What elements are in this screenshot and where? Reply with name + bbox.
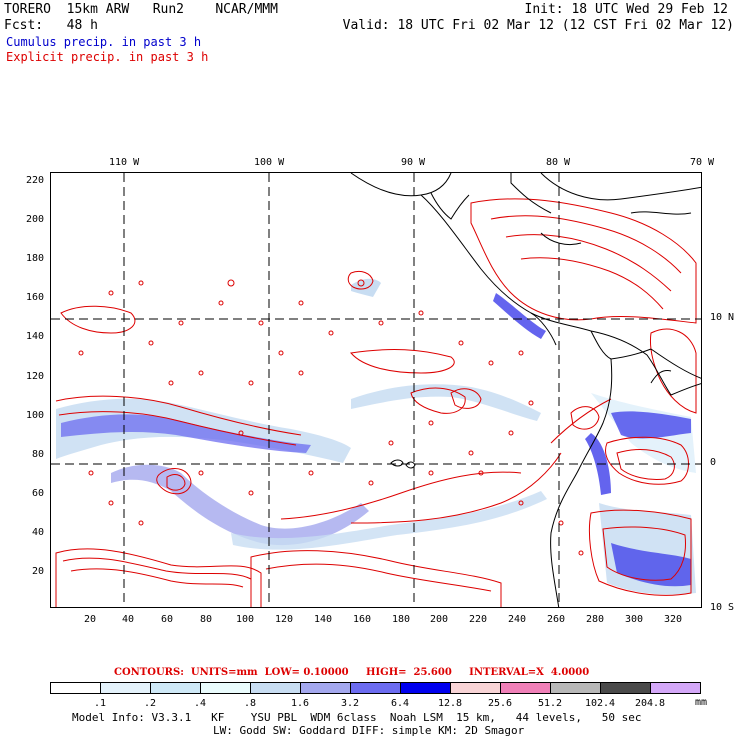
lat-lon-grid bbox=[51, 173, 701, 607]
colorbar-label: 6.4 bbox=[391, 698, 409, 709]
colorbar-swatch bbox=[550, 682, 601, 694]
colorbar-label: 3.2 bbox=[341, 698, 359, 709]
explicit-precip-speckles bbox=[78, 279, 584, 556]
colorbar-label: 25.6 bbox=[488, 698, 512, 709]
x-axis-label: 180 bbox=[392, 614, 411, 625]
colorbar-label: 12.8 bbox=[438, 698, 462, 709]
legend-cumulus: Cumulus precip. in past 3 h bbox=[6, 35, 202, 49]
y-axis-label: 160 bbox=[26, 292, 45, 303]
colorbar-label: 51.2 bbox=[538, 698, 562, 709]
y-axis-label: 140 bbox=[26, 331, 45, 342]
lon-label: 70 W bbox=[690, 157, 715, 168]
colorbar-label: 204.8 bbox=[635, 698, 665, 709]
colorbar-swatch bbox=[400, 682, 451, 694]
lon-label: 90 W bbox=[401, 157, 426, 168]
lon-label: 80 W bbox=[546, 157, 571, 168]
legend-explicit: Explicit precip. in past 3 h bbox=[6, 50, 209, 64]
x-axis-label: 120 bbox=[275, 614, 294, 625]
x-axis-label: 20 bbox=[84, 614, 97, 625]
colorbar-swatch bbox=[100, 682, 151, 694]
x-axis-label: 140 bbox=[314, 614, 333, 625]
precip-map-canvas bbox=[51, 173, 701, 607]
colorbar-label: .4 bbox=[194, 698, 206, 709]
lat-label: 10 S bbox=[710, 602, 735, 613]
colorbar-label: .8 bbox=[244, 698, 256, 709]
colorbar-swatch bbox=[650, 682, 701, 694]
lat-label: 10 N bbox=[710, 312, 735, 323]
coastlines bbox=[350, 173, 701, 607]
model-info: Model Info: V3.3.1 KF YSU PBL WDM 6class… bbox=[72, 711, 642, 724]
init-time: Init: 18 UTC Wed 29 Feb 12 bbox=[524, 2, 729, 17]
colorbar-label: .1 bbox=[94, 698, 106, 709]
model-title: TORERO 15km ARW Run2 NCAR/MMM bbox=[4, 2, 278, 17]
y-axis-label: 80 bbox=[32, 449, 45, 460]
colorbar-swatch bbox=[150, 682, 201, 694]
colorbar-swatch bbox=[500, 682, 551, 694]
y-axis-label: 100 bbox=[26, 410, 45, 421]
colorbar-label: 1.6 bbox=[291, 698, 309, 709]
contour-info: CONTOURS: UNITS=mm LOW= 0.10000 HIGH= 25… bbox=[114, 667, 590, 678]
colorbar: .1 .2 .4 .8 1.6 3.2 6.4 12.8 25.6 51.2 102.4 204.8 bbox=[50, 682, 701, 709]
colorbar-label: 102.4 bbox=[585, 698, 615, 709]
y-axis-label: 20 bbox=[32, 566, 45, 577]
colorbar-swatch bbox=[50, 682, 101, 694]
x-axis-label: 200 bbox=[430, 614, 449, 625]
y-axis-label: 200 bbox=[26, 214, 45, 225]
colorbar-swatch bbox=[300, 682, 351, 694]
forecast-hour: Fcst: 48 h bbox=[4, 18, 98, 33]
y-axis-label: 40 bbox=[32, 527, 45, 538]
x-axis-label: 320 bbox=[664, 614, 683, 625]
valid-time: Valid: 18 UTC Fri 02 Mar 12 (12 CST Fri … bbox=[342, 18, 734, 33]
colorbar-unit: mm bbox=[695, 697, 708, 708]
x-axis-label: 260 bbox=[547, 614, 566, 625]
x-axis-label: 60 bbox=[161, 614, 174, 625]
colorbar-swatch bbox=[200, 682, 251, 694]
lon-label: 100 W bbox=[254, 157, 285, 168]
y-axis-label: 180 bbox=[26, 253, 45, 264]
colorbar-swatch bbox=[350, 682, 401, 694]
y-axis-label: 120 bbox=[26, 371, 45, 382]
x-axis-label: 160 bbox=[353, 614, 372, 625]
x-axis-label: 220 bbox=[469, 614, 488, 625]
x-axis-label: 80 bbox=[200, 614, 213, 625]
x-axis-label: 100 bbox=[236, 614, 255, 625]
precip-map bbox=[50, 172, 702, 608]
x-axis-label: 280 bbox=[586, 614, 605, 625]
y-axis-label: 220 bbox=[26, 175, 45, 186]
x-axis-label: 40 bbox=[122, 614, 135, 625]
lon-label: 110 W bbox=[109, 157, 140, 168]
y-axis-label: 60 bbox=[32, 488, 45, 499]
physics-info: LW: Godd SW: Goddard DIFF: simple KM: 2D… bbox=[213, 724, 525, 737]
colorbar-label: .2 bbox=[144, 698, 156, 709]
x-axis-label: 240 bbox=[508, 614, 527, 625]
x-axis-label: 300 bbox=[625, 614, 644, 625]
colorbar-swatch bbox=[600, 682, 651, 694]
cumulus-precip-shading bbox=[56, 278, 696, 595]
colorbar-swatch bbox=[250, 682, 301, 694]
lat-label: 0 bbox=[710, 457, 717, 468]
colorbar-swatch bbox=[450, 682, 501, 694]
